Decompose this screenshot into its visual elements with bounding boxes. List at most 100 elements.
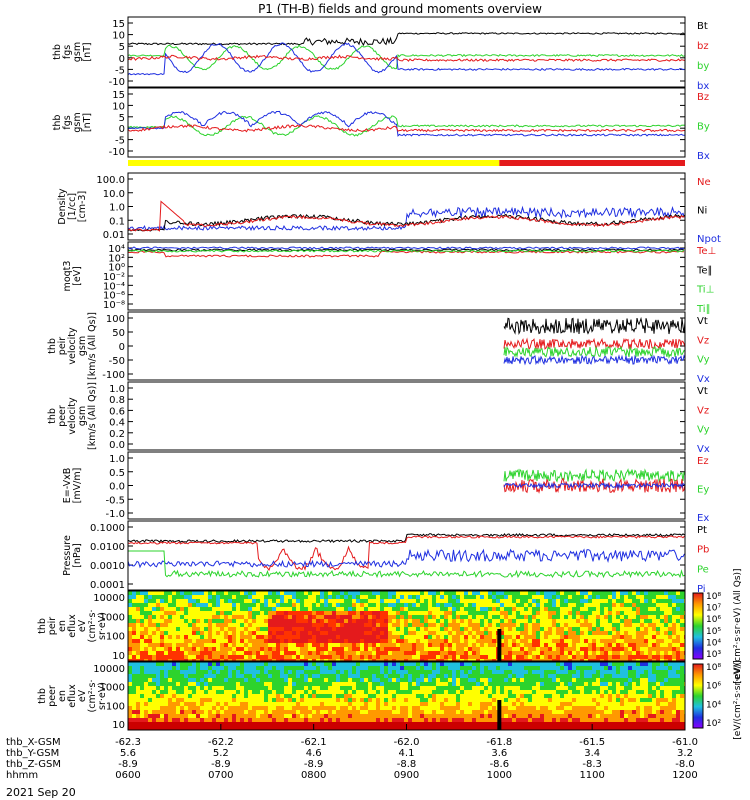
series-Ey [503, 468, 685, 483]
panel-frame [127, 381, 686, 451]
panel-traces [503, 316, 685, 366]
colorbar-scale [692, 592, 704, 660]
ylabel-line: E=-VxB [62, 468, 73, 503]
y-tick-label: 0.0100 [90, 542, 125, 553]
series-Pb [128, 535, 685, 572]
y-tick-label: -5 [115, 65, 125, 76]
legend-Pb: Pb [697, 545, 709, 556]
y-tick-label: 10⁻² [103, 272, 125, 283]
ylabel-line: sr·eV) [97, 612, 108, 640]
series-Pe [128, 550, 685, 579]
ylabel-line: (cm²·s· [87, 680, 98, 713]
ylabel-line: moqt3 [62, 261, 73, 292]
series-Ex [503, 481, 685, 490]
panel-ylabel: thb peer en eflux eV (cm²·s· sr·eV) [37, 680, 108, 713]
y-tick-label: 1.0 [109, 203, 125, 214]
y-tick-label: 0.8 [109, 395, 125, 406]
legend-Vy: Vy [697, 425, 710, 436]
ylabel-line: velocity [67, 397, 78, 435]
ylabel-line: eV [77, 619, 88, 632]
y-tick-label: -10 [109, 77, 125, 88]
y-tick-label: 50 [112, 328, 125, 339]
legend-Vt: Vt [697, 386, 708, 397]
ylabel-line: fgs [62, 115, 73, 129]
y-tick-label: 0.0001 [90, 580, 125, 591]
figure-date: 2021 Sep 20 [6, 786, 76, 799]
legend-Ez: Ez [697, 456, 709, 467]
series-Ti-par [128, 249, 685, 253]
panel-traces [128, 591, 685, 661]
xaxis-tick-label: -8.9 [211, 759, 231, 770]
ylabel-line: gsm [77, 406, 88, 426]
y-tick-label: 100 [106, 701, 125, 712]
xaxis-tick-label: 3.6 [491, 748, 507, 759]
ylabel-line: (cm²·s· [87, 610, 98, 643]
legend-Ni: Ni [697, 206, 707, 217]
ylabel-line: eflux [67, 684, 78, 708]
panel-frame [127, 520, 686, 591]
panel-ylabel: thb fgs gsm [nT] [52, 42, 93, 62]
y-tick-label: -1.0 [105, 509, 125, 520]
legend-Ti∥: Ti∥ [696, 304, 711, 315]
panel-efield: E=-VxB [mV/m] 1.0 0.5 0.0 -0.5 -1.0 Ez Ey Ex [62, 451, 709, 524]
panel-traces [128, 200, 685, 232]
y-tick-label: 0.6 [109, 406, 125, 417]
legend-Bx: Bx [697, 151, 710, 162]
xaxis-tick-label: 0800 [301, 770, 326, 781]
series-Ti-perp [128, 246, 685, 250]
series-Npot [128, 205, 685, 232]
y-tick-label: 1000 [100, 683, 125, 694]
data-gap [497, 700, 502, 730]
ylabel-line: en [57, 690, 68, 702]
xaxis-row-label: thb_Y-GSM [6, 748, 59, 759]
colorbar-tick: 10³ [706, 650, 721, 660]
xaxis-tick-label: 1200 [672, 770, 697, 781]
ylabel-line: sr·eV) [97, 682, 108, 710]
xaxis-tick-label: 1100 [579, 770, 604, 781]
legend-Bz: Bz [697, 92, 709, 103]
panel-frame [127, 311, 686, 381]
series-Bx [128, 110, 685, 137]
y-tick-label: 5 [119, 42, 125, 53]
panel-ylabel: thb peir velocity gsm [km/s (All Qs)] [47, 312, 98, 380]
panel-ylabel: thb fgs gsm [nT] [52, 112, 93, 132]
y-tick-label: -100 [102, 370, 125, 381]
ylabel-line: peir [57, 337, 68, 356]
panel-peer_vel: thb peer velocity gsm [km/s (All Qs)] 1.00.80… [47, 381, 710, 455]
ylabel-line: gsm [77, 336, 88, 356]
ylabel-line: [km/s (All Qs)] [87, 312, 98, 380]
y-tick-label: 15 [112, 90, 125, 101]
xaxis-tick-label: -8.8 [397, 759, 417, 770]
ylabel-line: eV [77, 689, 88, 702]
mode-bar-segment [499, 160, 685, 166]
xaxis-tick-label: -8.9 [118, 759, 138, 770]
figure-title: P1 (TH-B) fields and ground moments over… [258, 2, 542, 16]
xaxis-tick-label: 3.4 [584, 748, 600, 759]
panel-traces [128, 532, 685, 579]
y-tick-label: 10² [108, 253, 125, 264]
panel-peir_spec: thb peir en eflux eV (cm²·s· sr·eV) 10000 1000 10… [37, 590, 721, 662]
xaxis-tick-label: -61.0 [672, 737, 698, 748]
series-Te-perp [128, 250, 685, 258]
legend-by: by [697, 61, 709, 72]
colorbar-label-electrons: [eV/(cm²·s·sr·eV)] [733, 660, 743, 739]
xaxis-tick-label: -62.3 [115, 737, 141, 748]
xaxis-row-label: hhmm [6, 770, 38, 781]
time-axis: thb_X-GSM -62.3 -62.2 -62.1 -62.0 -61.8 -61.5 -… [6, 724, 698, 781]
series-Ne [128, 200, 685, 232]
y-tick-label: -10 [109, 147, 125, 158]
xaxis-tick-label: 5.6 [120, 748, 136, 759]
panel-ylabel: E=-VxB [mV/m] [62, 468, 83, 504]
series-Bz [128, 123, 685, 133]
series-Vz [503, 337, 685, 351]
xaxis-tick-label: 4.1 [399, 748, 415, 759]
ylabel-line: thb [52, 44, 63, 60]
panel-frame [127, 451, 686, 520]
ylabel-line: velocity [67, 327, 78, 365]
xaxis-row-label: thb_Z-GSM [6, 759, 61, 770]
ylabel-line: Pressure [62, 535, 73, 576]
y-tick-label: 10⁻⁴ [103, 281, 125, 292]
